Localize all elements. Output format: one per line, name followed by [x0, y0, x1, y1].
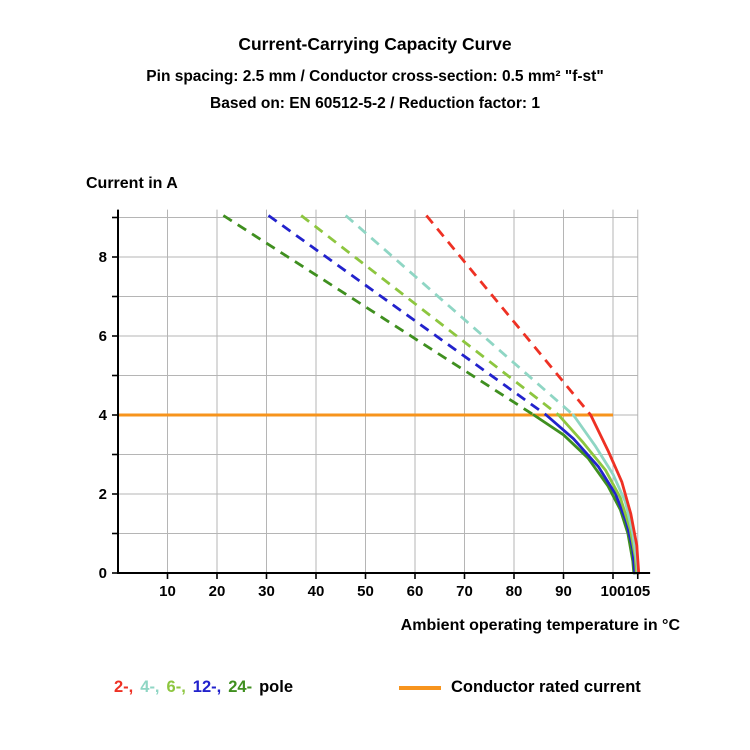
series-dashed-6-pole [300, 214, 560, 417]
grid [118, 209, 639, 573]
x-axis-title: Ambient operating temperature in °C [400, 617, 680, 634]
ticks [112, 216, 639, 579]
legend-pole-word: pole [259, 678, 294, 696]
legend-pole-12: 12-, [192, 678, 222, 696]
x-tick-label: 80 [506, 583, 523, 600]
chart-title: Current-Carrying Capacity Curve [238, 34, 512, 54]
x-tick-label: 90 [555, 583, 572, 600]
legend-pole-24: 24- [228, 678, 253, 696]
y-axis-title: Current in A [86, 175, 178, 192]
x-tick-label: 30 [258, 583, 275, 600]
rated-current-label: Conductor rated current [451, 678, 641, 696]
series-solid-2-pole [589, 413, 641, 575]
tick-labels: 10 20 30 40 50 60 70 80 90 100 105 0 2 4 6 8 [99, 249, 651, 600]
legend-rated-current: Conductor rated current [399, 678, 641, 697]
legend-poles: 2-, 4-, 6-, 12-, 24- pole [114, 678, 300, 697]
rated-current-line-swatch [399, 685, 441, 690]
x-tick-label: 10 [159, 583, 176, 600]
legend-pole-4: 4-, [140, 678, 160, 696]
y-tick-label: 4 [99, 407, 108, 424]
chart-subtitle-basis: Based on: EN 60512-5-2 / Reduction facto… [210, 95, 540, 112]
y-tick-label: 2 [99, 486, 107, 503]
series-dashed-4-pole [344, 214, 575, 417]
chart-header: Current-Carrying Capacity Curve Pin spac… [0, 34, 750, 117]
x-tick-label: 100 [600, 583, 625, 600]
series-dashed-24-pole [222, 214, 535, 417]
capacity-curve-chart: 10 20 30 40 50 60 70 80 90 100 105 0 2 4 6 8 [99, 209, 651, 600]
x-tick-label: 40 [308, 583, 325, 600]
x-tick-label: 105 [625, 583, 650, 600]
x-tick-label: 20 [209, 583, 226, 600]
series-dashed-2-pole [425, 214, 592, 416]
legend-pole-6: 6-, [166, 678, 186, 696]
chart-subtitle-spec: Pin spacing: 2.5 mm / Conductor cross-se… [146, 68, 604, 85]
x-tick-label: 50 [357, 583, 374, 600]
y-tick-label: 8 [99, 249, 107, 266]
axes [117, 209, 651, 574]
series-solid-24-pole [532, 413, 636, 575]
y-tick-label: 6 [99, 328, 107, 345]
legend-pole-2: 2-, [114, 678, 134, 696]
x-tick-label: 70 [456, 583, 473, 600]
y-tick-label: 0 [99, 565, 107, 582]
series-dashed-12-pole [267, 214, 548, 417]
x-tick-label: 60 [407, 583, 424, 600]
